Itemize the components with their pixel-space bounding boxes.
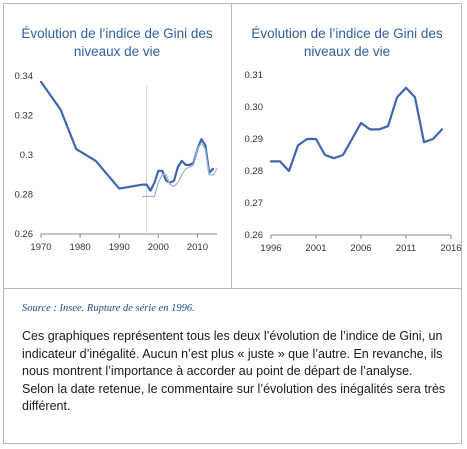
y-tick-label: 0.26 — [15, 229, 34, 240]
x-tick-label: 2010 — [187, 242, 208, 253]
y-tick-label: 0.28 — [245, 166, 264, 177]
x-tick-label: 1980 — [70, 242, 91, 253]
y-tick-label: 0.34 — [15, 71, 34, 82]
y-tick-label: 0.32 — [15, 111, 34, 122]
x-tick-label: 1996 — [260, 243, 281, 254]
chart-left: 0.34 0.32 0.3 0.28 0.26 1970 1980 1990 2000 2010 — [15, 71, 218, 253]
y-tick-label: 0.27 — [245, 198, 264, 209]
x-tick-label: 1990 — [109, 242, 130, 253]
chart-title-right: Évolution de l’indice de Gini des niveau… — [251, 26, 443, 59]
x-tick-label: 1970 — [30, 242, 51, 253]
figure-frame — [3, 3, 462, 444]
x-tick-label: 2000 — [148, 242, 169, 253]
x-tick-label: 2001 — [305, 243, 326, 254]
y-tick-label: 0.26 — [245, 230, 264, 241]
x-tick-label: 2016 — [440, 243, 461, 254]
series-line — [142, 142, 218, 198]
chart-panel-left: Évolution de l’indice de Gini des niveau… — [3, 3, 232, 288]
x-tick-label: 2006 — [350, 243, 371, 254]
section-divider — [3, 288, 462, 289]
series-line — [269, 86, 444, 173]
chart-title-left: Évolution de l’indice de Gini des niveau… — [21, 26, 213, 59]
y-tick-label: 0.30 — [245, 102, 264, 113]
chart-right: 0.31 0.30 0.29 0.28 0.27 0.26 1996 2001 2006 2011… — [245, 70, 462, 254]
x-tick-label: 2011 — [396, 243, 416, 254]
y-tick-label: 0.3 — [20, 150, 33, 161]
y-tick-label: 0.31 — [245, 70, 264, 81]
chart-panel-right: Évolution de l’indice de Gini des niveau… — [232, 3, 462, 288]
series-line — [39, 80, 215, 192]
caption-paragraph: Ces graphiques représentent tous les deu… — [22, 329, 446, 413]
y-tick-label: 0.28 — [15, 190, 34, 201]
y-tick-label: 0.29 — [245, 134, 264, 145]
source-note: Source : Insee. Rupture de série en 1996… — [22, 303, 195, 314]
